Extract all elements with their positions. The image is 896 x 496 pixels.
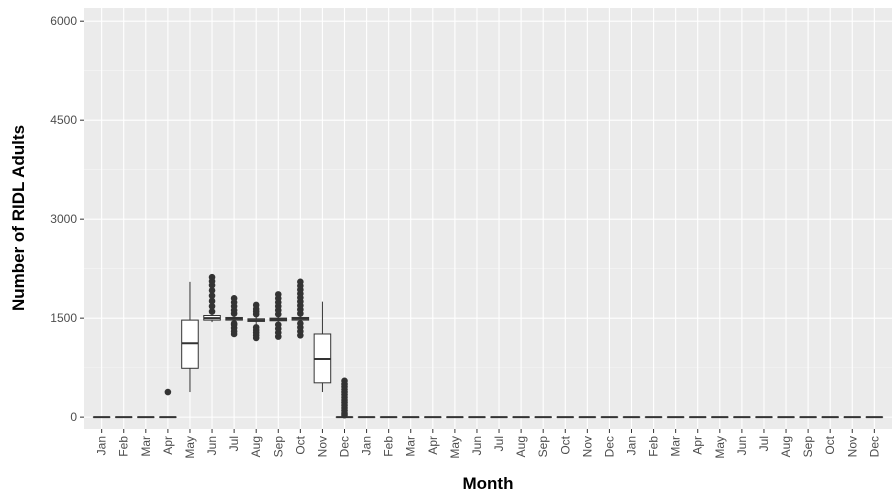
x-tick-label: Aug [514,436,528,457]
x-tick-label: Dec [867,436,881,457]
x-tick-label: Aug [779,436,793,457]
x-tick-label: Feb [117,436,131,457]
y-tick-label: 6000 [50,14,77,28]
outlier-point [231,320,238,327]
outlier-point [165,389,172,396]
x-tick-label: Jan [360,436,374,455]
y-tick-label: 3000 [50,212,77,226]
outlier-point [341,378,348,385]
outlier-point [209,274,216,281]
x-tick-label: Jul [757,436,771,451]
x-tick-label: May [713,436,727,459]
x-tick-label: Oct [293,435,307,454]
x-tick-label: Oct [823,435,837,454]
y-tick-label: 4500 [50,113,77,127]
x-tick-label: Jan [95,436,109,455]
x-tick-label: Nov [580,436,594,457]
outlier-point [275,291,282,298]
x-tick-label: Jun [470,436,484,455]
plot-panel [84,8,892,429]
x-tick-label: Sep [801,436,815,458]
x-axis-title: Month [463,474,514,493]
x-tick-label: Mar [139,436,153,457]
y-axis: 0 1500 3000 4500 6000 [50,14,84,424]
x-tick-label: Mar [669,436,683,457]
y-axis-title: Number of RIDL Adults [9,125,28,311]
x-tick-label: Dec [338,436,352,457]
x-tick-label: Oct [558,435,572,454]
x-tick-label: Jan [624,436,638,455]
outlier-point [253,302,260,309]
x-tick-label: Apr [691,436,705,455]
x-tick-label: Jun [735,436,749,455]
x-tick-label: Feb [382,436,396,457]
outlier-point [297,320,304,327]
outlier-point [297,279,304,286]
outlier-point [275,321,282,328]
x-tick-label: May [448,436,462,459]
x-tick-label: Apr [161,436,175,455]
x-tick-label: Sep [271,436,285,458]
outlier-point [231,295,238,302]
x-axis: Jan Feb Mar Apr May Jun Jul Aug Sep Oct Nov Dec Jan F… [95,429,882,459]
x-tick-label: Aug [249,436,263,457]
x-tick-label: Dec [602,436,616,457]
x-tick-label: Jun [205,436,219,455]
y-tick-label: 1500 [50,311,77,325]
x-tick-label: Jul [492,436,506,451]
x-tick-label: Jul [227,436,241,451]
x-tick-label: Apr [426,436,440,455]
x-tick-label: Sep [536,436,550,458]
x-tick-label: Mar [404,436,418,457]
x-tick-label: Nov [315,436,329,457]
y-tick-label: 0 [70,410,77,424]
x-tick-label: May [183,436,197,459]
x-tick-label: Feb [647,436,661,457]
outlier-point [253,324,260,331]
x-tick-label: Nov [845,436,859,457]
